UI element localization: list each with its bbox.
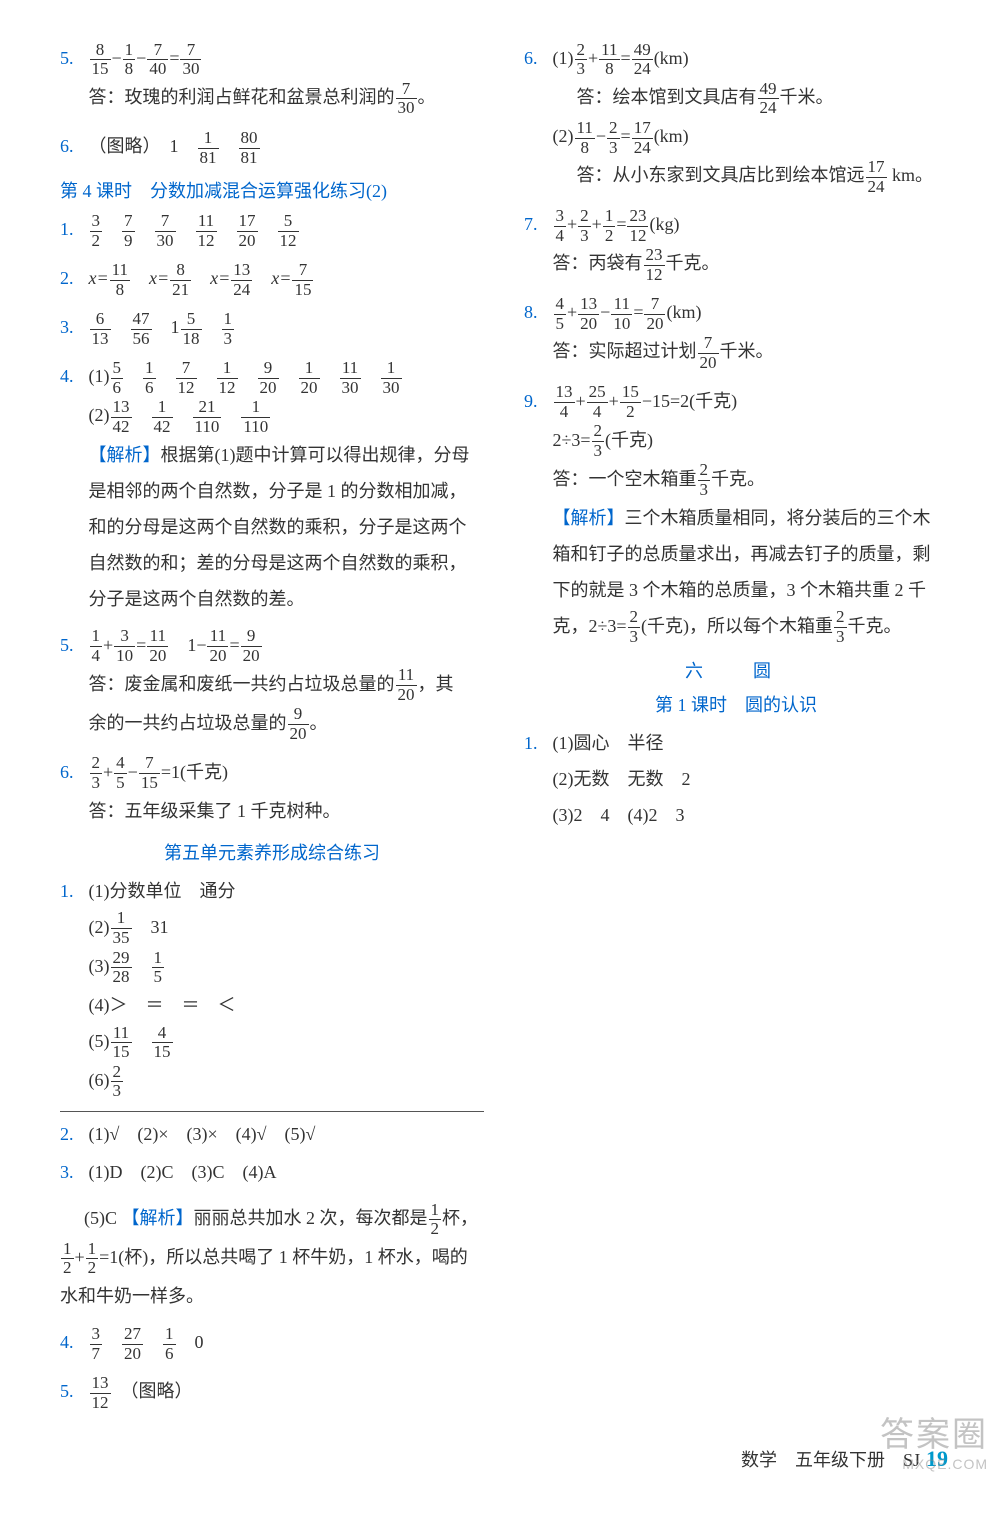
r8-body: 45+1320−1110=720(km) 答：实际超过计划720千米。 [553, 294, 947, 372]
r5-body: 1312 （图略） [89, 1373, 483, 1412]
q5-body: 815−18−740=730 答：玫瑰的利润占鲜花和盆景总利润的730。 [89, 40, 483, 118]
q-num: 5. [60, 40, 84, 76]
p4-body: (1)56 16 712 112 920 120 1130 130 (2)134… [89, 358, 483, 616]
r7-body: 34+23+12=2312(kg) 答：丙袋有2312千克。 [553, 206, 947, 284]
y1-body: (1)圆心 半径 (2)无数 无数 2 (3)2 4 (4)2 3 [553, 725, 947, 833]
q-num: 2. [60, 260, 84, 296]
q-num: 6. [60, 128, 84, 164]
q-num: 4. [60, 358, 84, 394]
c3-body: (1)D (2)C (3)C (4)A [89, 1154, 483, 1190]
q-num: 4. [60, 1324, 84, 1360]
frac: 815 [90, 41, 111, 79]
explain-tag: 【解析】 [89, 445, 161, 465]
r5c-body: (5)C 【解析】丽丽总共加水 2 次，每次都是12杯，12+12=1(杯)，所… [60, 1200, 484, 1314]
p6-answer: 答：五年级采集了 1 千克树种。 [89, 801, 341, 821]
page-footer: 数学 五年级下册 SJ19 [0, 1440, 1008, 1482]
q-num: 7. [524, 206, 548, 242]
chapter-6-heading: 六 圆 [524, 657, 948, 683]
p5-body: 14+310=1120 1−1120=920 答：废金属和废纸一共约占垃圾总量的… [89, 627, 483, 744]
unit-5-heading: 第五单元素养形成综合练习 [60, 839, 484, 865]
q6-body: （图略） 1 181 8081 [89, 128, 483, 167]
q-num: 5. [60, 627, 84, 663]
p3-body: 613 4756 1518 13 [89, 309, 483, 348]
p2-body: x=118 x=821 x=1324 x=715 [89, 260, 483, 299]
lesson-4-heading: 第 4 课时 分数加减混合运算强化练习(2) [60, 177, 484, 203]
p4-explain: 根据第(1)题中计算可以得出规律，分母是相邻的两个自然数，分子是 1 的分数相加… [89, 445, 470, 609]
r9-body: 134+254+152−15=2(千克) 2÷3=23(千克) 答：一个空木箱重… [553, 383, 947, 647]
q-num: 1. [524, 725, 548, 761]
q-num: 8. [524, 294, 548, 330]
watermark: 答案圈 MXQE.COM [880, 1407, 988, 1472]
p6-body: 23+45−715=1(千克) 答：五年级采集了 1 千克树种。 [89, 754, 483, 829]
q-num: 6. [524, 40, 548, 76]
q-num: 3. [60, 309, 84, 345]
c2-body: (1)√ (2)× (3)× (4)√ (5)√ [89, 1116, 483, 1152]
q-num: 1. [60, 873, 84, 909]
q-num: 5. [60, 1373, 84, 1409]
p1-body: 32 79 730 1112 1720 512 [89, 211, 483, 250]
q-num: 1. [60, 211, 84, 247]
q-num: 9. [524, 383, 548, 419]
lesson-1-heading: 第 1 课时 圆的认识 [524, 691, 948, 717]
q-num: 3. [60, 1154, 84, 1190]
r4-body: 37 2720 16 0 [89, 1324, 483, 1363]
separator [60, 1111, 484, 1112]
q-num: 6. [60, 754, 84, 790]
q-num: 2. [60, 1116, 84, 1152]
r6-body: (1)23+118=4924(km) 答：绘本馆到文具店有4924千米。 (2)… [553, 40, 947, 196]
c1-body: (1)分数单位 通分 (2)135 31 (3)2928 15 (4)＞ ＝ ＝… [89, 873, 483, 1101]
q5-answer: 答：玫瑰的利润占鲜花和盆景总利润的730。 [89, 87, 436, 107]
